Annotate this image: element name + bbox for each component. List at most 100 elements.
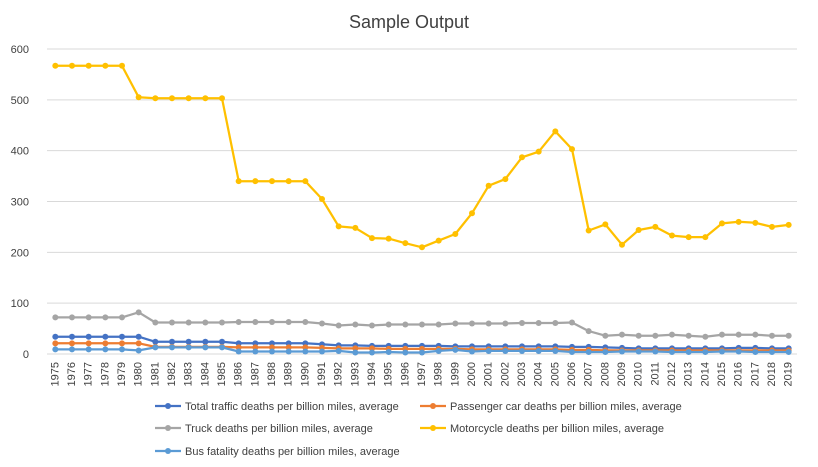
data-point [685,348,692,355]
data-point [669,331,675,338]
legend-label: Bus fatality deaths per billion miles, a… [185,446,400,458]
data-point [369,235,375,242]
data-point [85,62,92,69]
x-tick-label: 1996 [399,362,411,386]
y-tick-label: 200 [11,247,29,259]
data-point [102,340,109,347]
data-point [402,321,409,328]
data-point [552,319,559,326]
data-point [535,347,542,354]
legend-swatch-marker [165,448,171,454]
data-point [435,321,442,328]
x-tick-label: 1991 [316,362,328,386]
data-point [302,318,309,325]
legend-label: Motorcycle deaths per billion miles, ave… [450,423,664,435]
data-point [619,331,625,338]
data-point [535,148,542,155]
legend-item: Total traffic deaths per billion miles, … [155,401,399,413]
x-tick-label: 2007 [583,362,595,386]
x-tick-label: 2015 [716,362,728,386]
data-point [452,346,459,353]
data-point [52,333,59,340]
data-point [785,348,792,355]
data-point [685,234,692,241]
legend-item: Passenger car deaths per billion miles, … [420,401,682,413]
data-point [719,348,725,355]
data-point [669,232,675,239]
data-point [202,95,209,102]
data-point [635,332,642,339]
chart-title: Sample Output [349,12,469,32]
data-point [235,348,242,355]
data-point [319,195,325,202]
data-point [702,234,709,241]
x-tick-label: 1983 [183,362,195,386]
data-point [135,94,142,101]
data-point [85,314,92,321]
data-point [135,340,142,347]
data-point [219,338,225,345]
data-point [385,235,392,242]
data-point [302,348,309,355]
legend-label: Total traffic deaths per billion miles, … [185,401,399,413]
data-point [669,348,675,355]
data-point [552,347,559,354]
data-point [785,332,792,339]
data-point [502,176,509,183]
data-point [569,146,575,153]
x-tick-label: 1988 [266,362,278,386]
data-point [285,318,292,325]
data-point [119,340,125,347]
data-point [519,347,525,354]
x-tick-label: 2005 [549,362,561,386]
data-point [69,314,75,321]
data-point [602,332,609,339]
data-point [152,338,159,345]
data-point [652,332,659,339]
data-point [652,223,659,230]
data-point [785,221,792,228]
data-point [502,320,509,327]
data-point [402,349,409,356]
data-point [119,346,125,353]
x-tick-label: 1985 [216,362,228,386]
x-tick-label: 1989 [283,362,295,386]
data-point [285,178,292,185]
data-point [202,319,209,326]
legend-item: Bus fatality deaths per billion miles, a… [155,446,400,458]
x-tick-label: 1995 [383,362,395,386]
data-point [152,95,159,102]
data-point [152,319,159,326]
data-point [735,218,742,225]
data-point [485,182,492,189]
data-point [369,322,375,329]
data-point [385,348,392,355]
data-point [352,224,359,231]
data-point [735,331,742,338]
x-tick-label: 1998 [433,362,445,386]
data-point [719,331,725,338]
data-point [502,347,509,354]
y-tick-label: 400 [11,146,29,158]
x-tick-label: 2014 [699,362,711,386]
data-point [569,319,575,326]
data-point [485,320,492,327]
data-point [269,318,275,325]
data-point [185,319,192,326]
legend: Total traffic deaths per billion miles, … [155,401,682,458]
data-point [102,62,109,69]
data-point [102,346,109,353]
data-point [352,349,359,356]
data-point [135,333,142,340]
data-point [485,347,492,354]
y-axis-ticks: 0 100 200 300 400 500 600 [11,44,29,361]
data-point [52,340,59,347]
y-tick-label: 0 [23,349,29,361]
data-point [52,314,59,321]
data-point [135,309,142,316]
x-tick-label: 1976 [66,362,78,386]
x-tick-label: 1990 [299,362,311,386]
x-tick-label: 1984 [199,362,211,386]
data-point [752,348,759,355]
